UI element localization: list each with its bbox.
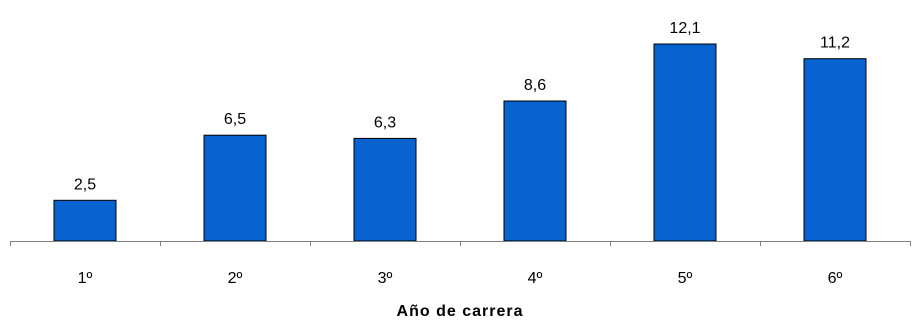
bar-1: [53, 199, 117, 242]
bar-5: [653, 43, 717, 242]
x-tick-label-3: 3º: [378, 270, 393, 287]
bar-3: [353, 137, 417, 242]
x-axis: [10, 241, 911, 246]
data-label-6: 11,2: [820, 35, 850, 52]
x-tick-label-5: 5º: [678, 270, 693, 287]
x-tick-label-1: 1º: [78, 270, 93, 287]
data-label-5: 12,1: [669, 20, 700, 37]
data-labels-group: 2,5 6,5 6,3 8,6 12,1 11,2: [74, 20, 850, 193]
x-tick-label-4: 4º: [528, 270, 543, 287]
bars-group: [53, 43, 867, 242]
bar-2: [203, 134, 267, 242]
data-label-2: 6,5: [224, 111, 246, 128]
data-label-4: 8,6: [524, 77, 546, 94]
data-label-1: 2,5: [74, 176, 96, 193]
bar-6: [803, 58, 867, 242]
x-axis-title: Año de carrera: [397, 303, 524, 320]
data-label-3: 6,3: [374, 114, 396, 131]
x-tick-labels-group: 1º 2º 3º 4º 5º 6º: [78, 270, 843, 287]
bar-4: [503, 100, 567, 242]
x-tick-label-2: 2º: [228, 270, 243, 287]
x-tick-label-6: 6º: [828, 270, 843, 287]
